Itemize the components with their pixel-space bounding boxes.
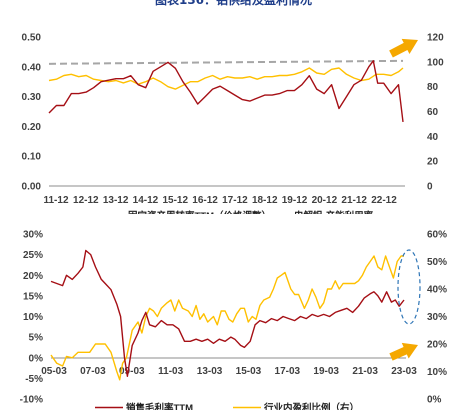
right-axis-tick-label: 40% [427,285,447,296]
left-axis-tick-label: 20% [23,271,43,282]
x-axis-tick-label: 09-03 [119,366,145,377]
left-axis-tick-label: 0.50 [22,33,42,44]
upward-arrow-icon [389,342,419,361]
arrow-shape [389,38,418,58]
right-axis-tick-label: 50% [427,257,447,268]
x-axis-tick-label: 15-03 [236,366,262,377]
annotations [389,38,421,361]
right-axis-tick-label: 60% [427,230,447,241]
page-title: 图表136：铝供给及盈利情况 [154,0,313,7]
right-axis-tick-label: 30% [427,312,447,323]
x-axis-tick-label: 13-03 [197,366,223,377]
upward-arrow-icon [389,38,418,58]
right-axis-tick-label: 0% [427,395,442,406]
right-axis-tick-label: 10% [427,367,447,378]
left-axis-tick-label: -5% [25,374,43,385]
right-axis-tick-label: 40 [427,132,439,143]
series-line-primary [48,60,404,122]
x-axis-tick-label: 11-12 [43,195,68,206]
left-axis-tick-label: 0.00 [22,182,42,193]
right-axis-tick-label: 0 [427,182,433,193]
left-axis-tick-label: 10% [23,312,43,323]
left-axis-tick-label: 0.30 [22,92,42,103]
upper-chart: 0.00 0.10 0.20 0.30 0.40 0.50 0 20 40 60 80 100 120 1… [22,33,445,222]
arrow-shape [389,342,419,361]
left-axis-tick-label: -10% [20,395,43,406]
x-axis-tick-label: 19-03 [313,366,339,377]
x-axis-tick-label: 19-12 [282,195,308,206]
series-line-secondary [50,255,404,381]
x-axis-tick-label: 21-03 [352,366,378,377]
right-axis-tick-label: 20 [427,157,439,168]
x-axis-tick-label: 23-03 [391,366,417,377]
legend-label: 固定资产周转率TTM（价格调整） [128,210,271,222]
right-axis-tick-label: 60 [427,107,439,118]
x-axis-tick-label: 14-12 [133,195,159,206]
left-axis-tick-label: 0.20 [22,122,42,133]
lower-chart: -10% -5% 0% 5% 10% 15% 20% 25% 30% 0% 10% 20% 30% 40%… [20,230,447,410]
right-axis-tick-label: 100 [427,57,444,68]
legend-label: 电解铝:产能利用率 [294,210,374,222]
x-axis-tick-label: 18-12 [252,195,278,206]
x-axis-tick-label: 07-03 [80,366,106,377]
highlight-ellipse [397,249,421,325]
x-axis-tick-label: 12-12 [73,195,99,206]
reference-dashed-line [48,59,404,65]
legend-label: 行业内盈利比例（右） [263,402,359,410]
legend-label: 销售毛利率TTM [126,402,193,410]
x-axis-tick-label: 05-03 [41,366,67,377]
x-axis-tick-label: 13-12 [103,195,129,206]
x-axis-tick-label: 22-12 [371,195,397,206]
series-line-secondary [48,67,404,90]
left-axis-tick-label: 30% [23,230,43,241]
left-axis-tick-label: 25% [23,250,43,261]
series-line-primary [50,249,405,377]
x-axis-tick-label: 11-03 [158,366,183,377]
x-axis-tick-label: 16-12 [192,195,218,206]
x-axis-tick-label: 17-03 [275,366,301,377]
left-axis-tick-label: 0.40 [22,62,42,73]
x-axis-tick-label: 17-12 [222,195,248,206]
right-axis-tick-label: 120 [427,33,444,44]
left-axis-tick-label: 0.10 [22,152,42,163]
left-axis-tick-label: 0% [29,353,44,364]
right-axis-tick-label: 20% [427,340,447,351]
x-axis-tick-label: 21-12 [341,195,367,206]
x-axis-tick-label: 20-12 [312,195,338,206]
left-axis-tick-label: 15% [23,291,43,302]
right-axis-tick-label: 80 [427,82,439,93]
x-axis-tick-label: 15-12 [162,195,188,206]
left-axis-tick-label: 5% [29,333,44,344]
